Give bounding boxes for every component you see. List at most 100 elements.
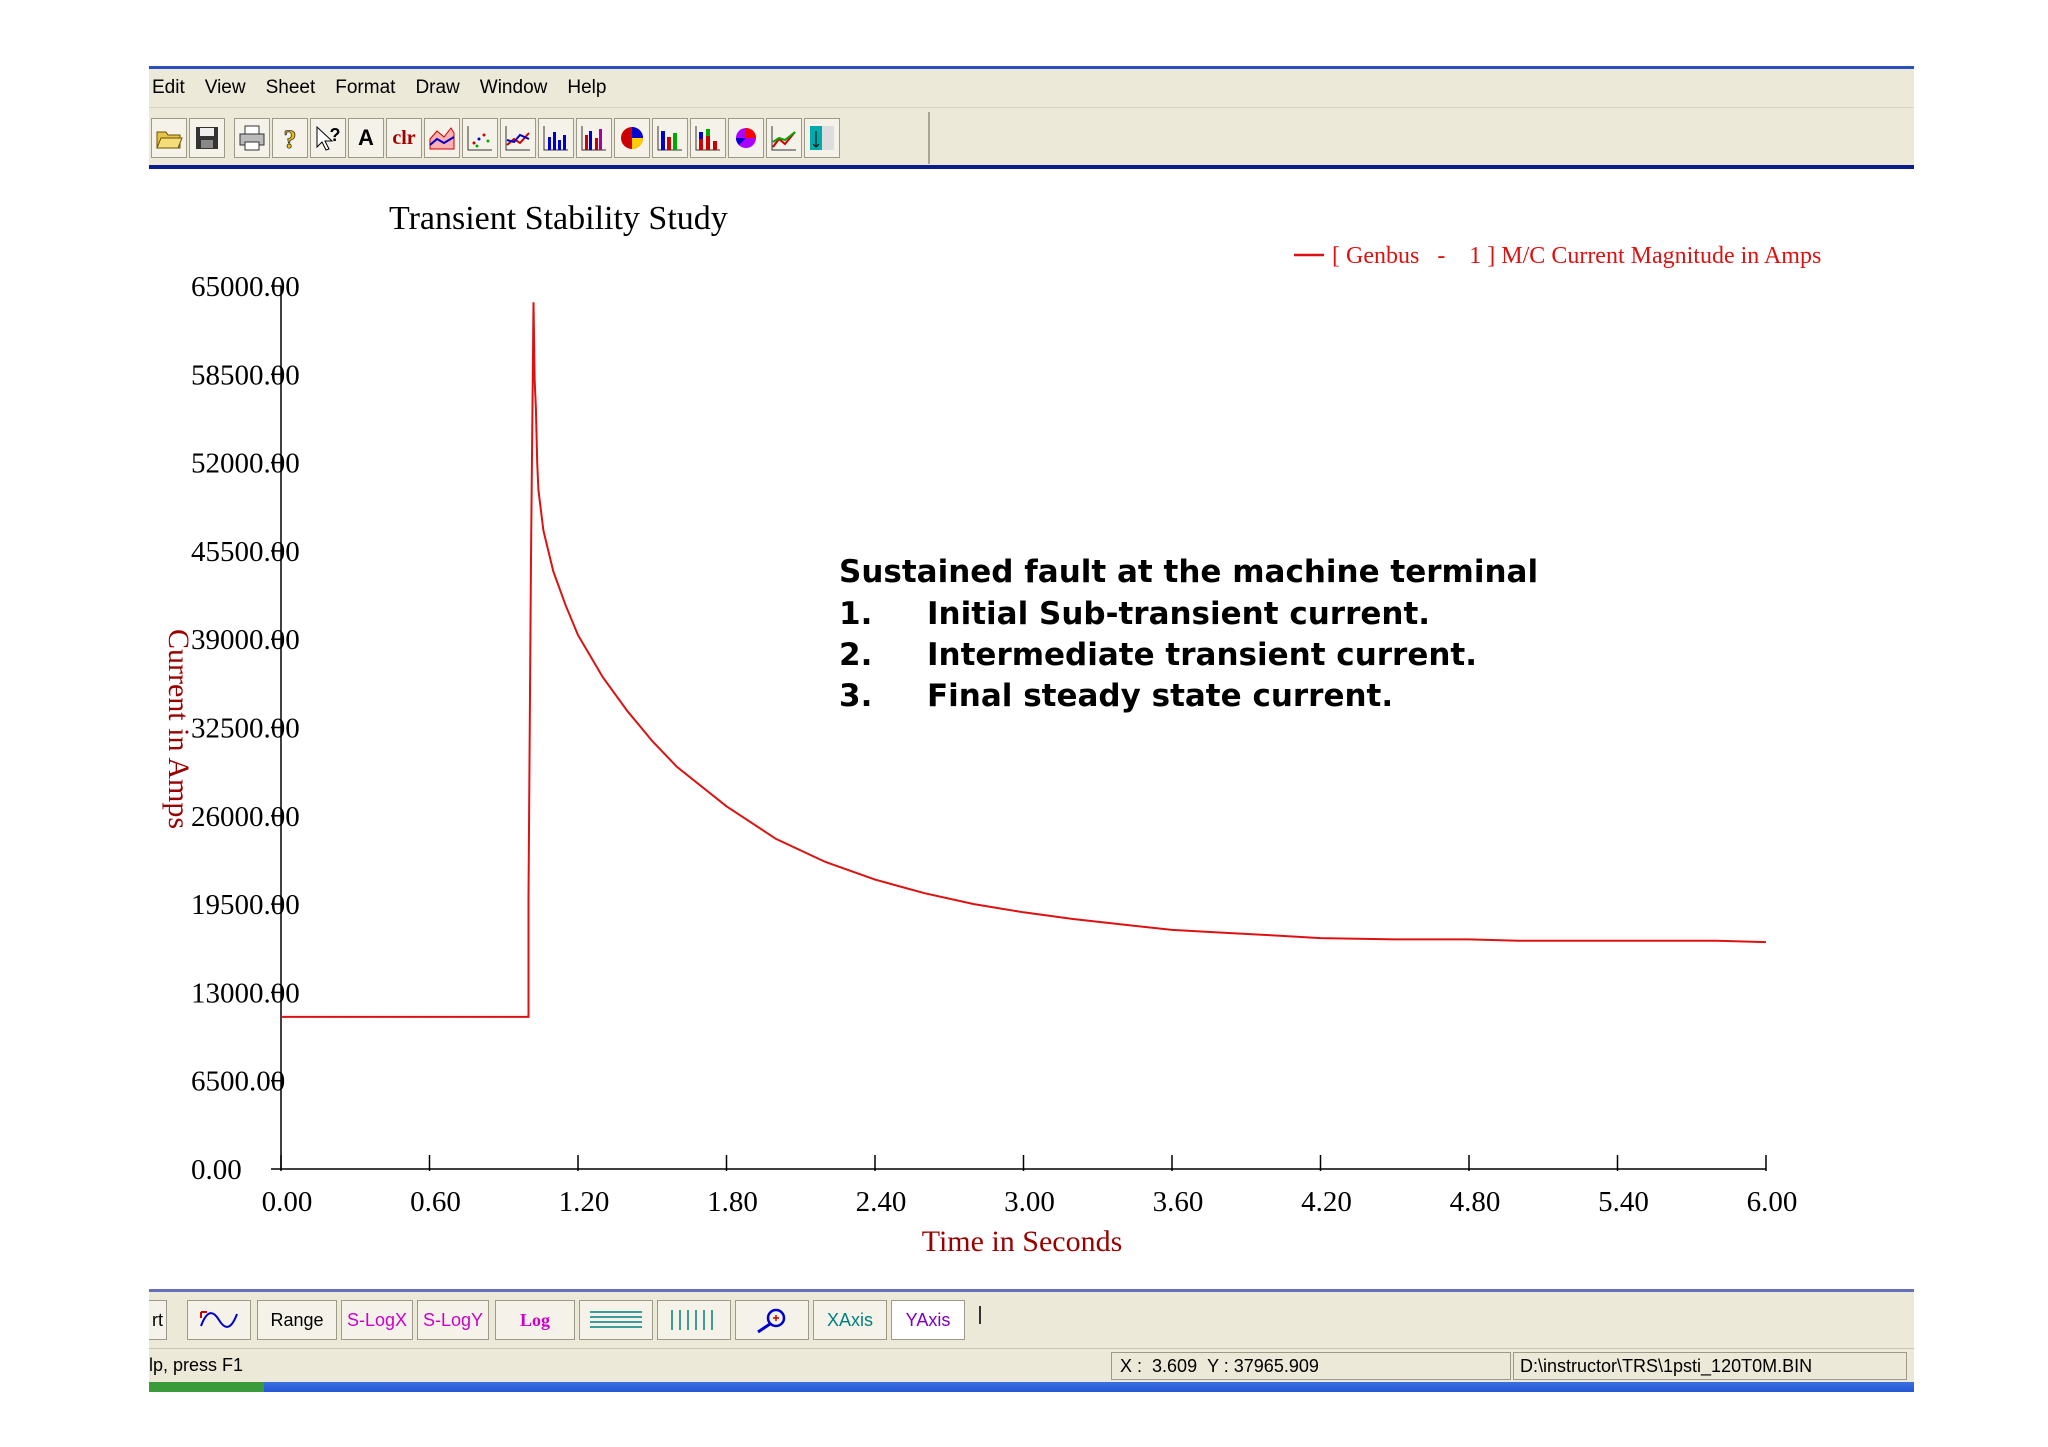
svg-text:?: ? bbox=[284, 125, 297, 153]
x-axis-button[interactable]: XAxis bbox=[813, 1300, 887, 1340]
annotation-item-1-num: 1. bbox=[839, 596, 872, 632]
chart[interactable]: Transient Stability Study [ Genbus - 1 ]… bbox=[149, 169, 1914, 1289]
series-line-current[interactable] bbox=[281, 302, 1767, 1018]
y-tick-label: 6500.00 bbox=[191, 1066, 285, 1098]
menu-sheet[interactable]: Sheet bbox=[265, 77, 316, 98]
main-toolbar: ? ? A clr bbox=[149, 107, 1914, 168]
x-tick-label: 4.20 bbox=[1301, 1186, 1352, 1218]
menu-edit[interactable]: Edit bbox=[152, 77, 185, 98]
x-tick-label: 4.80 bbox=[1450, 1186, 1501, 1218]
pie-chart-2-icon[interactable] bbox=[728, 118, 764, 158]
y-tick-label: 65000.00 bbox=[191, 271, 300, 303]
svg-text:?: ? bbox=[330, 125, 341, 145]
y-tick-label: 32500.00 bbox=[191, 713, 300, 745]
y-tick-label: 39000.00 bbox=[191, 624, 300, 656]
open-folder-icon[interactable] bbox=[151, 118, 187, 158]
range-button-label: Range bbox=[270, 1309, 324, 1330]
annotation: Sustained fault at the machine terminal … bbox=[839, 554, 1538, 714]
chart-area: Transient Stability Study [ Genbus - 1 ]… bbox=[149, 169, 1914, 1289]
status-x-label: X : bbox=[1120, 1356, 1143, 1376]
horizontal-grid-button[interactable] bbox=[579, 1300, 653, 1340]
app-window: Edit View Sheet Format Draw Window Help … bbox=[149, 66, 1914, 1392]
print-button[interactable]: rt bbox=[149, 1300, 167, 1340]
y-tick-label: 45500.00 bbox=[191, 536, 300, 568]
x-tick-label: 1.20 bbox=[559, 1186, 610, 1218]
bottom-toolbar-border bbox=[149, 1289, 1914, 1292]
toolbar-separator bbox=[928, 112, 930, 164]
text-font-icon[interactable]: A bbox=[348, 118, 384, 158]
vertical-grid-button[interactable] bbox=[657, 1300, 731, 1340]
y-axis-button-label: YAxis bbox=[905, 1309, 951, 1330]
x-axis-label: XAxis bbox=[826, 1309, 873, 1330]
vertical-grid-icon bbox=[671, 1310, 713, 1330]
status-file-path: D:\instructor\TRS\1psti_120T0M.BIN bbox=[1513, 1352, 1907, 1380]
annotation-item-2-text: Intermediate transient current. bbox=[927, 637, 1477, 673]
zoom-button[interactable] bbox=[735, 1300, 809, 1340]
print-button-label: rt bbox=[152, 1309, 163, 1330]
bottom-toolbar-separator bbox=[979, 1306, 981, 1324]
legend: [ Genbus - 1 ] M/C Current Magnitude in … bbox=[1294, 243, 1821, 269]
text-font-label: A bbox=[358, 125, 374, 150]
combo-chart-icon[interactable] bbox=[766, 118, 802, 158]
horizontal-grid-icon bbox=[590, 1311, 642, 1328]
y-tick-label: 19500.00 bbox=[191, 889, 300, 921]
semi-log-x-label: S-LogX bbox=[346, 1309, 408, 1330]
x-tick-label: 1.80 bbox=[707, 1186, 758, 1218]
annotation-item-3-text: Final steady state current. bbox=[927, 678, 1393, 714]
semi-log-y-label: S-LogY bbox=[422, 1309, 484, 1330]
stacked-bar-chart-icon[interactable] bbox=[690, 118, 726, 158]
x-tick-label: 2.40 bbox=[856, 1186, 907, 1218]
y-tick-label: 26000.00 bbox=[191, 801, 300, 833]
y-axis-label: Current in Amps bbox=[162, 629, 195, 829]
menu-window[interactable]: Window bbox=[479, 77, 548, 98]
multi-bar-chart-icon[interactable] bbox=[576, 118, 612, 158]
semi-log-x-button[interactable]: S-LogX bbox=[341, 1300, 413, 1340]
help-question-icon[interactable]: ? bbox=[272, 118, 308, 158]
x-axis-label: Time in Seconds bbox=[922, 1225, 1123, 1258]
start-button[interactable] bbox=[149, 1382, 264, 1392]
x-tick-label: 0.00 bbox=[262, 1186, 313, 1218]
menu-draw[interactable]: Draw bbox=[415, 77, 460, 98]
zoom-icon bbox=[757, 1308, 786, 1334]
x-tick-label: 5.40 bbox=[1598, 1186, 1649, 1218]
menu-view[interactable]: View bbox=[204, 77, 246, 98]
status-y-value: Y : 37965.909 bbox=[1207, 1356, 1319, 1376]
x-tick-label: 0.60 bbox=[410, 1186, 461, 1218]
bar-chart-2-icon[interactable] bbox=[652, 118, 688, 158]
x-tick-label: 3.60 bbox=[1153, 1186, 1204, 1218]
line-chart-icon[interactable] bbox=[500, 118, 536, 158]
clear-label: clr bbox=[392, 126, 416, 149]
menu-help[interactable]: Help bbox=[567, 77, 607, 98]
range-button[interactable]: Range bbox=[257, 1300, 337, 1340]
table-chart-icon[interactable] bbox=[804, 118, 840, 158]
clear-icon[interactable]: clr bbox=[386, 118, 422, 158]
annotation-heading: Sustained fault at the machine terminal bbox=[839, 554, 1538, 590]
bar-chart-icon[interactable] bbox=[538, 118, 574, 158]
print-icon[interactable] bbox=[234, 118, 270, 158]
curve-button[interactable] bbox=[187, 1300, 251, 1340]
menu-format[interactable]: Format bbox=[335, 77, 396, 98]
log-button[interactable]: Log bbox=[495, 1300, 575, 1340]
log-label: Log bbox=[519, 1309, 550, 1330]
scatter-chart-icon[interactable] bbox=[462, 118, 498, 158]
status-coordinates: X : 3.609 Y : 37965.909 bbox=[1111, 1352, 1511, 1380]
status-x-value: 3.609 bbox=[1152, 1356, 1198, 1376]
y-tick-label: 13000.00 bbox=[191, 977, 300, 1009]
y-axis-button[interactable]: YAxis bbox=[891, 1300, 965, 1340]
chart-title: Transient Stability Study bbox=[389, 200, 728, 237]
y-tick-label: 52000.00 bbox=[191, 448, 300, 480]
menu-bar: Edit View Sheet Format Draw Window Help bbox=[149, 69, 1914, 107]
status-help-text: lp, press F1 bbox=[149, 1355, 244, 1375]
x-tick-label: 3.00 bbox=[1004, 1186, 1055, 1218]
y-tick-label: 58500.00 bbox=[191, 359, 300, 391]
y-tick-label: 0.00 bbox=[191, 1154, 242, 1186]
pie-chart-icon[interactable] bbox=[614, 118, 650, 158]
semi-log-y-button[interactable]: S-LogY bbox=[417, 1300, 489, 1340]
area-chart-icon[interactable] bbox=[424, 118, 460, 158]
context-help-icon[interactable]: ? bbox=[310, 118, 346, 158]
annotation-item-1-text: Initial Sub-transient current. bbox=[927, 596, 1430, 632]
save-icon[interactable] bbox=[189, 118, 225, 158]
y-ticks: 0.00 6500.00 13000.00 19500.00 26000.00 32500… bbox=[191, 271, 300, 1186]
status-bar: lp, press F1 X : 3.609 Y : 37965.909 D:\… bbox=[149, 1348, 1914, 1383]
window-top-border bbox=[149, 66, 1914, 69]
